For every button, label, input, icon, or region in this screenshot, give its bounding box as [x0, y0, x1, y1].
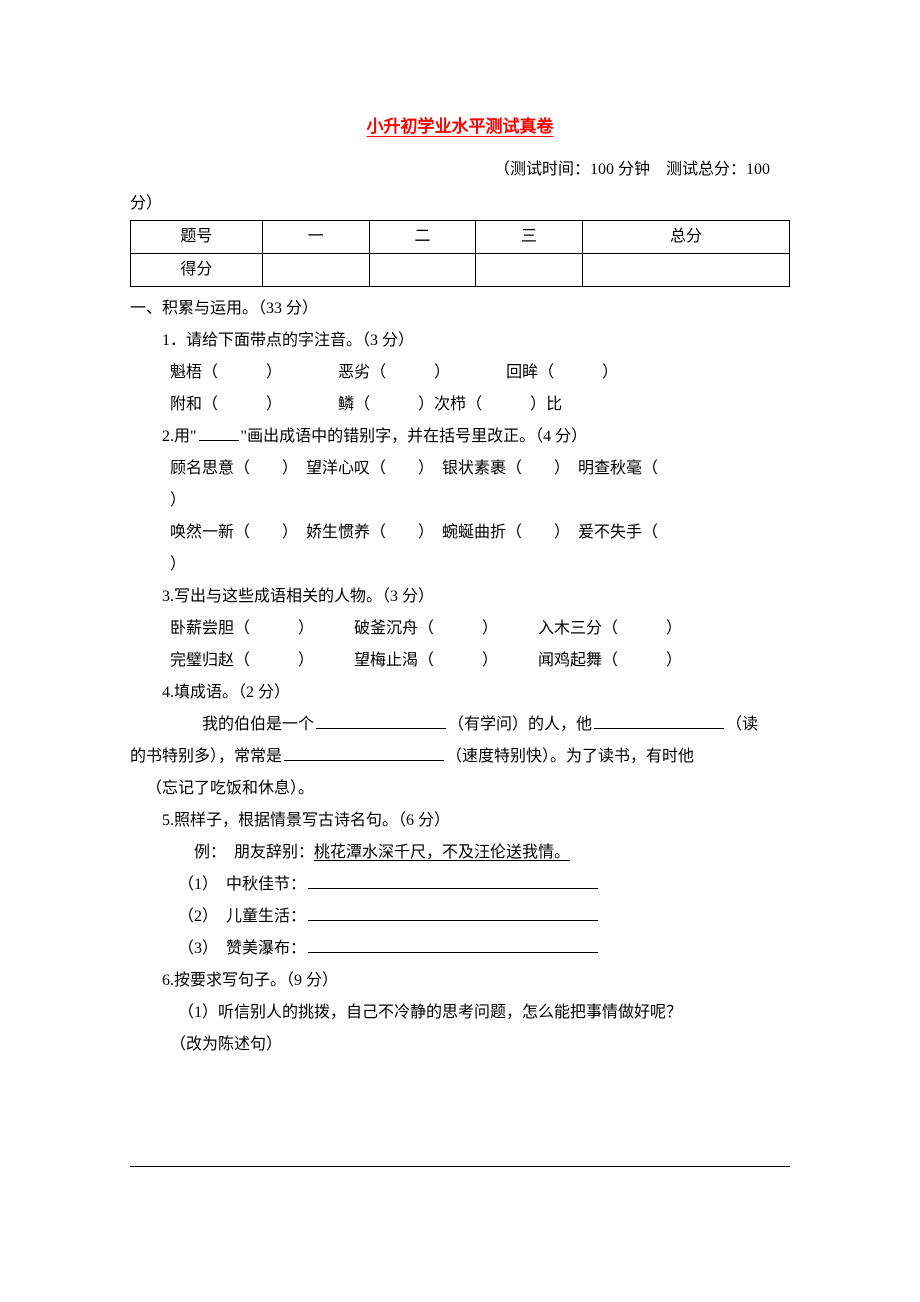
q2-line1b: ）	[130, 485, 790, 517]
score-cell	[262, 254, 369, 287]
th-col3: 三	[476, 221, 583, 254]
footer-rule	[130, 1166, 790, 1167]
blank	[308, 905, 598, 921]
q3-prompt: 3.写出与这些成语相关的人物。（3 分）	[130, 581, 790, 613]
score-table: 题号 一 二 三 总分 得分	[130, 220, 790, 287]
example-label: 例： 朋友辞别：	[178, 844, 314, 861]
q2-line2b: ）	[130, 549, 790, 581]
blank	[594, 713, 724, 729]
text: （2） 儿童生活：	[178, 908, 306, 925]
exam-title: 小升初学业水平测试真卷	[130, 110, 790, 144]
text: 我的伯伯是一个	[170, 716, 314, 733]
th-label: 题号	[131, 221, 263, 254]
text: （有学问）的人，他	[448, 716, 592, 733]
q3-line1: 卧薪尝胆（ ） 破釜沉舟（ ） 入木三分（ ）	[130, 613, 790, 645]
exam-meta-tail: 分）	[130, 188, 790, 220]
text: ）	[434, 364, 442, 381]
text: 鳞（	[338, 396, 370, 413]
blank	[199, 425, 239, 441]
q1-prompt: 1．请给下面带点的字注音。（3 分）	[130, 325, 790, 357]
text: ）	[266, 364, 274, 381]
text: 的书特别多），常常是	[130, 748, 282, 765]
score-cell	[476, 254, 583, 287]
tr-label: 得分	[131, 254, 263, 287]
text: "画出成语中的错别字，并在括号里改正。（4 分）	[241, 428, 588, 445]
blank	[308, 937, 598, 953]
q1-line2: 附和（ ） 鳞（ ）次栉（ ）比	[130, 389, 790, 421]
q2-line2: 唤然一新（ ） 娇生惯养（ ） 蜿蜒曲折（ ） 爰不失手（	[130, 517, 790, 549]
q4-prompt: 4.填成语。（2 分）	[130, 677, 790, 709]
score-cell	[369, 254, 476, 287]
th-total: 总分	[582, 221, 789, 254]
th-col2: 二	[369, 221, 476, 254]
text: 附和（	[170, 396, 218, 413]
q4-body3: （忘记了吃饭和休息）。	[130, 773, 790, 805]
th-col1: 一	[262, 221, 369, 254]
text: （读	[726, 716, 758, 733]
table-row: 得分	[131, 254, 790, 287]
table-row: 题号 一 二 三 总分	[131, 221, 790, 254]
text: ）比	[530, 396, 562, 413]
exam-meta: （测试时间：100 分钟 测试总分：100	[130, 154, 790, 186]
blank	[308, 873, 598, 889]
q2-prompt: 2.用" "画出成语中的错别字，并在括号里改正。（4 分）	[130, 421, 790, 453]
score-cell	[582, 254, 789, 287]
q5-item3: （3） 赞美瀑布：	[130, 933, 790, 965]
text: （3） 赞美瀑布：	[178, 940, 306, 957]
q6-line2: （改为陈述句）	[130, 1029, 790, 1061]
blank	[316, 713, 446, 729]
section-1-heading: 一、积累与运用。（33 分）	[130, 293, 790, 325]
text: （速度特别快）。为了读书，有时他	[446, 748, 694, 765]
q5-item2: （2） 儿童生活：	[130, 901, 790, 933]
text: 回眸（	[506, 364, 554, 381]
q6-line1: （1）听信别人的挑拨，自己不冷静的思考问题，怎么能把事情做好呢？	[130, 997, 790, 1029]
q3-line2: 完璧归赵（ ） 望梅止渴（ ） 闻鸡起舞（ ）	[130, 645, 790, 677]
q5-item1: （1） 中秋佳节：	[130, 869, 790, 901]
q1-line1: 魁梧（ ） 恶劣（ ） 回眸（ ）	[130, 357, 790, 389]
text: 恶劣（	[338, 364, 386, 381]
text: ）次栉（	[418, 396, 482, 413]
example-text: 桃花潭水深千尺，不及汪伦送我情。	[314, 844, 570, 861]
q6-prompt: 6.按要求写句子。（9 分）	[130, 965, 790, 997]
text: （1） 中秋佳节：	[178, 876, 306, 893]
text: ）	[602, 364, 618, 381]
blank	[284, 745, 444, 761]
q4-body2: 的书特别多），常常是 （速度特别快）。为了读书，有时他	[130, 741, 790, 773]
q5-example: 例： 朋友辞别：桃花潭水深千尺，不及汪伦送我情。	[130, 837, 790, 869]
text: 魁梧（	[170, 364, 218, 381]
q5-prompt: 5.照样子，根据情景写古诗名句。（6 分）	[130, 805, 790, 837]
q2-line1: 顾名思意（ ） 望洋心叹（ ） 银状素裹（ ） 明查秋毫（	[130, 453, 790, 485]
text: ）	[266, 396, 274, 413]
q4-body: 我的伯伯是一个 （有学问）的人，他 （读	[130, 709, 790, 741]
text: 2.用"	[162, 428, 197, 445]
